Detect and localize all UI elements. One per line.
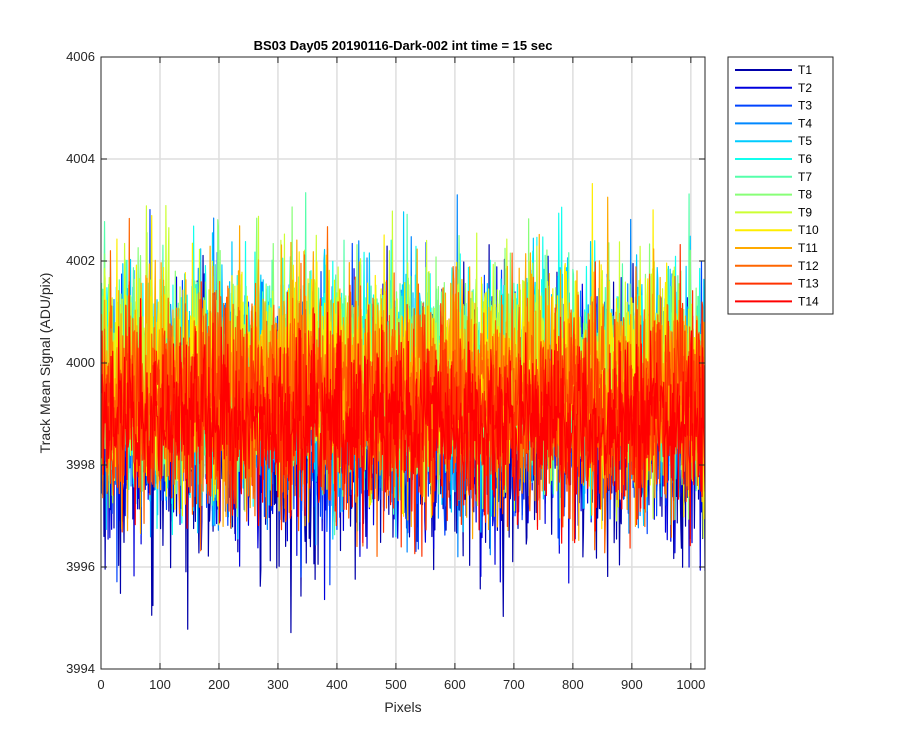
chart-title: BS03 Day05 20190116-Dark-002 int time = … [254, 38, 553, 53]
legend-label-t1: T1 [798, 63, 812, 77]
legend-label-t4: T4 [798, 116, 812, 130]
legend-label-t13: T13 [798, 277, 819, 291]
x-tick-label: 0 [97, 677, 104, 692]
y-tick-label: 4006 [66, 49, 95, 64]
legend-label-t11: T11 [798, 241, 818, 255]
y-tick-label: 4000 [66, 355, 95, 370]
series-line-t14 [101, 298, 705, 547]
x-tick-label: 500 [385, 677, 407, 692]
y-axis-label: Track Mean Signal (ADU/pix) [37, 273, 53, 454]
legend-label-t8: T8 [798, 188, 812, 202]
x-tick-label: 1000 [676, 677, 705, 692]
y-tick-label: 3998 [66, 457, 95, 472]
y-tick-label: 3996 [66, 559, 95, 574]
y-tick-label: 4002 [66, 253, 95, 268]
legend-label-t7: T7 [798, 170, 812, 184]
y-tick-labels: 3994 3996 3998 4000 4002 4004 4006 [66, 49, 95, 676]
legend-box [727, 56, 834, 315]
x-axis-label: Pixels [384, 699, 421, 715]
legend: T1 T2 T3 T4 T5 T6 T7 T8 T9 T10 T11 T12 T13 T14 [727, 56, 834, 315]
y-tick-label: 3994 [66, 661, 95, 676]
legend-label-t6: T6 [798, 152, 812, 166]
legend-label-t10: T10 [798, 223, 819, 237]
legend-label-t5: T5 [798, 134, 812, 148]
axis-ticks [100, 56, 705, 670]
x-tick-label: 800 [562, 677, 584, 692]
x-tick-label: 700 [503, 677, 525, 692]
series-layer [101, 183, 705, 634]
x-tick-label: 200 [208, 677, 230, 692]
legend-label-t14: T14 [798, 294, 819, 308]
x-tick-label: 400 [326, 677, 348, 692]
legend-label-t3: T3 [798, 99, 812, 113]
legend-label-t12: T12 [798, 259, 819, 273]
y-tick-label: 4004 [66, 151, 95, 166]
legend-label-t2: T2 [798, 81, 812, 95]
x-tick-label: 900 [621, 677, 643, 692]
legend-label-t9: T9 [798, 205, 812, 219]
x-tick-label: 600 [444, 677, 466, 692]
x-tick-label: 100 [149, 677, 171, 692]
x-tick-labels: 0 100 200 300 400 500 600 700 800 900 1000 [97, 677, 705, 692]
x-tick-label: 300 [267, 677, 289, 692]
